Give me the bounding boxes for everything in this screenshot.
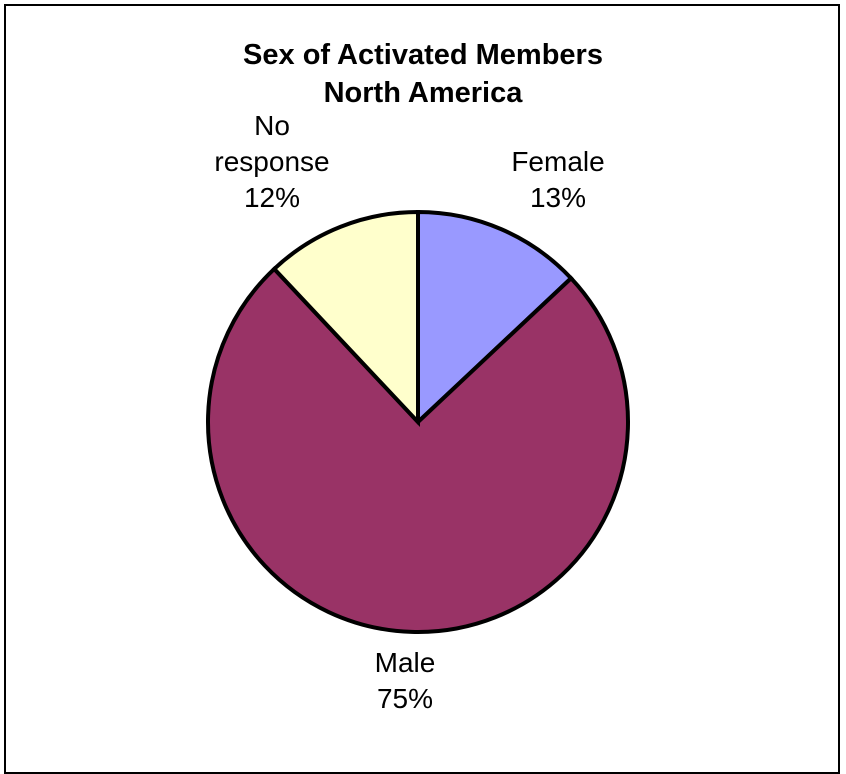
slice-label-female-pct: 13% [529, 182, 587, 213]
pie-slice-female [416, 209, 574, 427]
chart-title-line-1: Sex of Activated Members [243, 39, 603, 71]
slice-label-female-name: Female [511, 146, 605, 177]
slice-label-no-response-name-2: response [214, 146, 330, 177]
chart-title: Sex of Activated Members North America [0, 36, 846, 112]
slice-label-male-pct: 75% [376, 683, 434, 714]
slice-label-male: Male 75% [325, 645, 485, 717]
slice-label-male-name: Male [374, 647, 436, 678]
slice-label-no-response: No response 12% [192, 108, 352, 216]
slice-label-no-response-name-1: No [254, 110, 290, 141]
pie-slice-no-response [271, 209, 420, 428]
slice-label-female: Female 13% [478, 144, 638, 216]
pie-slice-male [206, 266, 630, 634]
chart-title-line-2: North America [323, 77, 523, 109]
slice-label-no-response-pct: 12% [243, 182, 301, 213]
